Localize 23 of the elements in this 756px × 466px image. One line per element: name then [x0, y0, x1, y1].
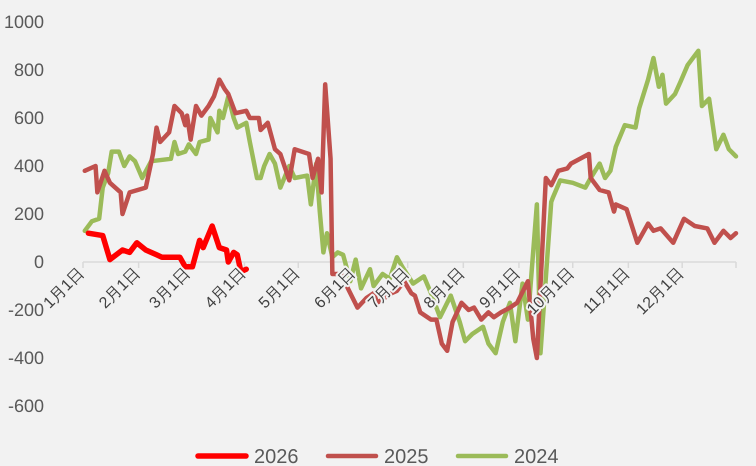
- y-tick-label: 400: [14, 156, 44, 176]
- x-tick-label: 8月1日: [420, 264, 468, 312]
- y-tick-label: -400: [8, 348, 44, 368]
- legend-label: 2026: [254, 446, 298, 466]
- y-tick-label: -200: [8, 300, 44, 320]
- y-tick-label: 200: [14, 204, 44, 224]
- x-tick-label: 10月1日: [524, 264, 578, 318]
- y-tick-label: -600: [8, 396, 44, 416]
- x-tick-label: 5月1日: [256, 264, 304, 312]
- x-tick-label: 12月1日: [633, 264, 688, 318]
- x-tick-label: 3月1日: [146, 264, 194, 312]
- y-tick-label: 600: [14, 108, 44, 128]
- legend-label: 2024: [514, 446, 558, 466]
- x-tick-label: 2月1日: [96, 264, 144, 312]
- y-tick-label: 0: [34, 252, 44, 272]
- x-tick-label: 9月1日: [476, 264, 524, 312]
- x-tick-label: 7月1日: [365, 264, 413, 312]
- legend-label: 2025: [384, 446, 428, 466]
- x-tick-label: 4月1日: [202, 264, 250, 312]
- x-tick-label: 11月1日: [580, 264, 634, 318]
- y-tick-label: 1000: [4, 12, 44, 32]
- x-tick-label: 6月1日: [311, 264, 359, 312]
- y-tick-label: 800: [14, 60, 44, 80]
